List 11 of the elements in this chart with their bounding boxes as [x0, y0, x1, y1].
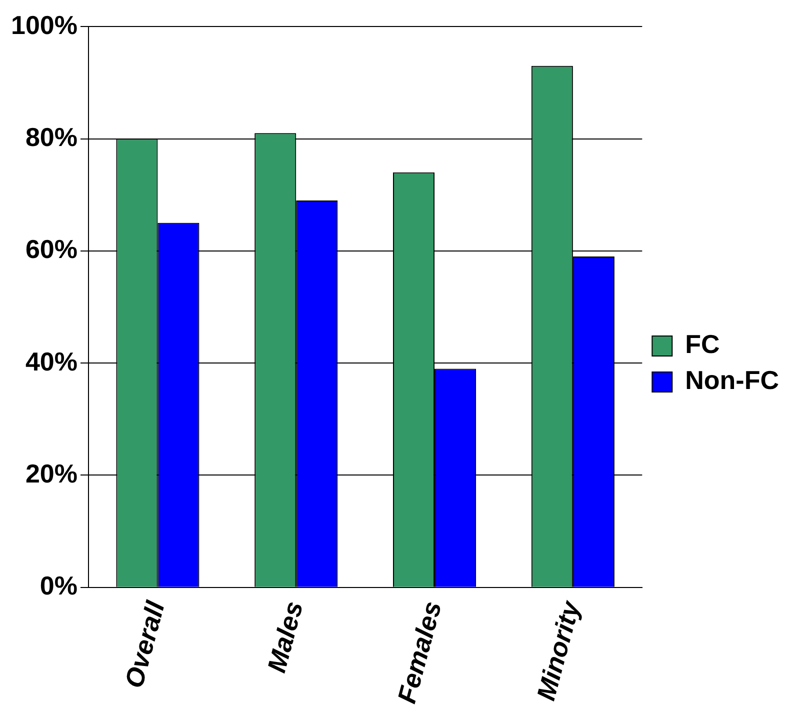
- legend-label: FC: [685, 329, 720, 360]
- x-tick-label: Males: [261, 598, 309, 676]
- legend-label: Non-FC: [685, 365, 780, 396]
- y-tick-label: 20%: [25, 458, 78, 488]
- y-tick-label: 60%: [25, 234, 78, 264]
- x-tick-label: Females: [391, 598, 448, 706]
- y-tick-label: 0%: [40, 570, 78, 601]
- y-tick-label: 40%: [25, 346, 78, 376]
- x-tick-label: Overall: [118, 597, 171, 692]
- y-tick-label: 100%: [11, 10, 78, 40]
- y-tick-label: 80%: [25, 122, 78, 152]
